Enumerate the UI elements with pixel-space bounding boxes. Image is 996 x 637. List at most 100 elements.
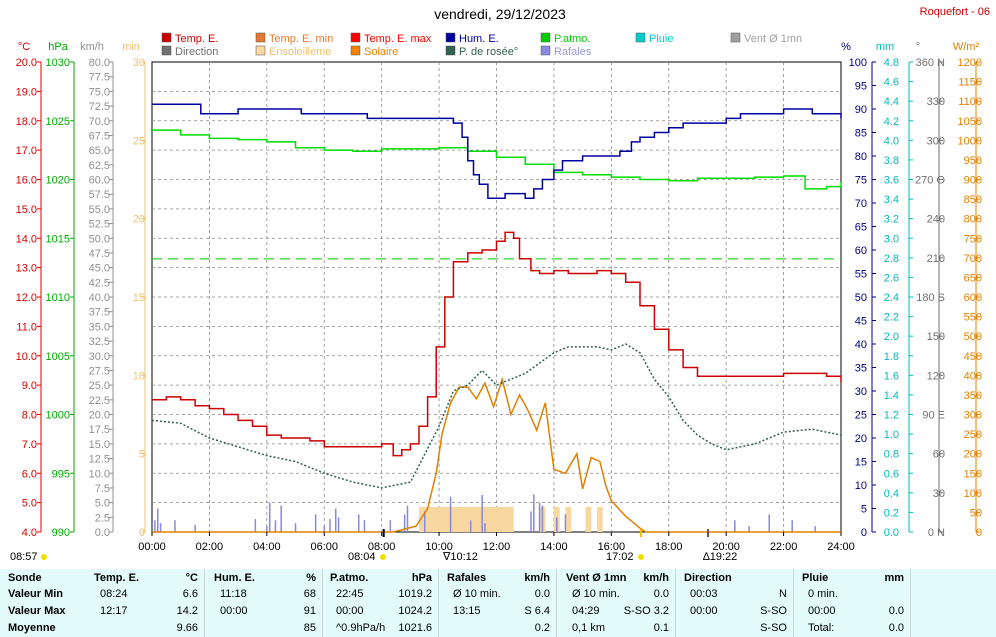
rain-title: Pluie xyxy=(802,572,829,584)
solar-tick-label: 1100 xyxy=(958,96,982,108)
rain-tick-label: 3.6 xyxy=(884,175,899,187)
rain-tick-label: 2.2 xyxy=(884,312,899,324)
temp-tick-label: 6.0 xyxy=(22,468,37,480)
temp-unit: °C xyxy=(185,572,198,584)
wind-time: Ø 10 min. xyxy=(572,588,620,600)
rain-tick-label: 0.8 xyxy=(884,449,899,461)
rain-tick-label: 4.2 xyxy=(884,116,899,128)
hum-tick-label: 55 xyxy=(855,269,867,281)
dir-tick-label: 270 O xyxy=(915,175,945,187)
minutes-tick-label: 20 xyxy=(133,214,145,226)
pressure-line xyxy=(152,129,842,190)
moon-icon xyxy=(41,554,47,560)
axes: 20.0 19.0 18.0 17.0 16.0 15.0 14.0 13.0 12.0 11.0… xyxy=(16,41,982,539)
wind-tick-label: 0.0 xyxy=(95,527,110,539)
hum-tick-label: 50 xyxy=(855,292,867,304)
rain-tick-label: 4.6 xyxy=(884,77,899,89)
temp-value: 6.6 xyxy=(182,588,198,600)
legend-label: Pluie xyxy=(649,33,673,45)
legend-label: Vent Ø 1mn xyxy=(744,33,802,45)
sunshine-block xyxy=(596,506,603,532)
grid xyxy=(152,62,841,532)
sunshine-block xyxy=(565,506,572,532)
rain-unit: mm xyxy=(884,572,904,584)
temp-title: Temp. E. xyxy=(94,572,140,584)
hum-tick-label: 65 xyxy=(855,222,867,234)
sunshine-block xyxy=(585,506,592,532)
press-time: ^0.9hPa/h xyxy=(336,622,386,634)
rain-tick-label: 4.0 xyxy=(884,135,899,147)
hum-column xyxy=(204,569,323,637)
rain-tick-label: 0.2 xyxy=(884,507,899,519)
temp-tick-label: 12.0 xyxy=(16,292,37,304)
x-tick-label: 14:00 xyxy=(540,541,568,553)
hum-unit: % xyxy=(306,572,316,584)
solar-tick-label: 1000 xyxy=(958,135,982,147)
hum-unit: % xyxy=(841,41,851,53)
gust-value: 0.0 xyxy=(534,588,550,600)
wind-tick-label: 72.5 xyxy=(89,101,110,113)
hum-tick-label: 45 xyxy=(855,316,867,328)
rain-value: 0.0 xyxy=(888,622,904,634)
temp-tick-label: 18.0 xyxy=(16,116,37,128)
legend-swatch xyxy=(350,45,361,56)
solar-unit: W/m² xyxy=(953,41,980,53)
x-tick-label: 00:00 xyxy=(138,541,166,553)
dir-tick-label: 180 S xyxy=(916,292,945,304)
solar-tick-label: 850 xyxy=(964,194,982,206)
temp-time: 12:17 xyxy=(100,605,128,617)
hum-value: 68 xyxy=(303,588,316,600)
wind-tick-label: 15.0 xyxy=(89,439,110,451)
x-tick-label: 10:00 xyxy=(425,541,453,553)
solar-tick-label: 1200 xyxy=(958,57,982,69)
temp-tick-label: 17.0 xyxy=(16,145,37,157)
hum-tick-label: 30 xyxy=(855,386,867,398)
wind-time: 04:29 xyxy=(572,605,600,617)
row-label: Valeur Min xyxy=(8,588,64,600)
moonrise-time: 08:57 xyxy=(10,551,38,563)
legend-swatch xyxy=(445,45,456,56)
temp-tick-label: 14.0 xyxy=(16,233,37,245)
event-time: ∇10:12 xyxy=(442,551,478,563)
wind-tick-label: 42.5 xyxy=(89,277,110,289)
wind-tick-label: 10.0 xyxy=(89,468,110,480)
legend-swatch xyxy=(350,32,361,43)
rain-tick-label: 1.0 xyxy=(884,429,899,441)
dir-time: 00:03 xyxy=(690,588,718,600)
wind-title: Vent Ø 1mn xyxy=(566,572,627,584)
minutes-tick-label: 10 xyxy=(133,370,145,382)
press-tick-label: 1030 xyxy=(46,57,70,69)
rain-tick-label: 1.2 xyxy=(884,410,899,422)
hum-time: 00:00 xyxy=(220,605,248,617)
press-time: 00:00 xyxy=(336,605,364,617)
rain-tick-label: 0.0 xyxy=(884,527,899,539)
dir-tick-label: 330 xyxy=(927,96,945,108)
wind-tick-label: 25.0 xyxy=(89,380,110,392)
hum-title: Hum. E. xyxy=(214,572,255,584)
dir-value: S-SO xyxy=(760,622,787,634)
gust-value: 0.2 xyxy=(534,622,550,634)
legend-swatch xyxy=(540,32,551,43)
wind-value: 0.1 xyxy=(653,622,669,634)
wind-tick-label: 12.5 xyxy=(89,454,110,466)
rain-tick-label: 2.0 xyxy=(884,331,899,343)
temp-column xyxy=(84,569,205,637)
temp-tick-label: 8.0 xyxy=(22,410,37,422)
solar-tick-label: 1150 xyxy=(958,77,982,89)
wind-tick-label: 27.5 xyxy=(89,365,110,377)
rain-tick-label: 3.0 xyxy=(884,233,899,245)
solar-tick-label: 550 xyxy=(964,312,982,324)
rain-tick-label: 4.4 xyxy=(884,96,899,108)
dir-unit: ° xyxy=(916,41,920,53)
gust-value: S 6.4 xyxy=(524,605,550,617)
minutes-unit: min xyxy=(122,41,140,53)
rain-value: 0.0 xyxy=(888,605,904,617)
press-tick-label: 1010 xyxy=(46,292,70,304)
wind-time: 0,1 km xyxy=(572,622,606,634)
temp-tick-label: 10.0 xyxy=(16,351,37,363)
humidity-line xyxy=(152,103,842,200)
wind-value: S-SO 3.2 xyxy=(623,605,669,617)
sun-events: 08:57 08:04 ∇10:12 17:02 ∆19:22 xyxy=(10,529,737,563)
hum-tick-label: 5 xyxy=(861,504,867,516)
press-tick-label: 1020 xyxy=(46,175,70,187)
